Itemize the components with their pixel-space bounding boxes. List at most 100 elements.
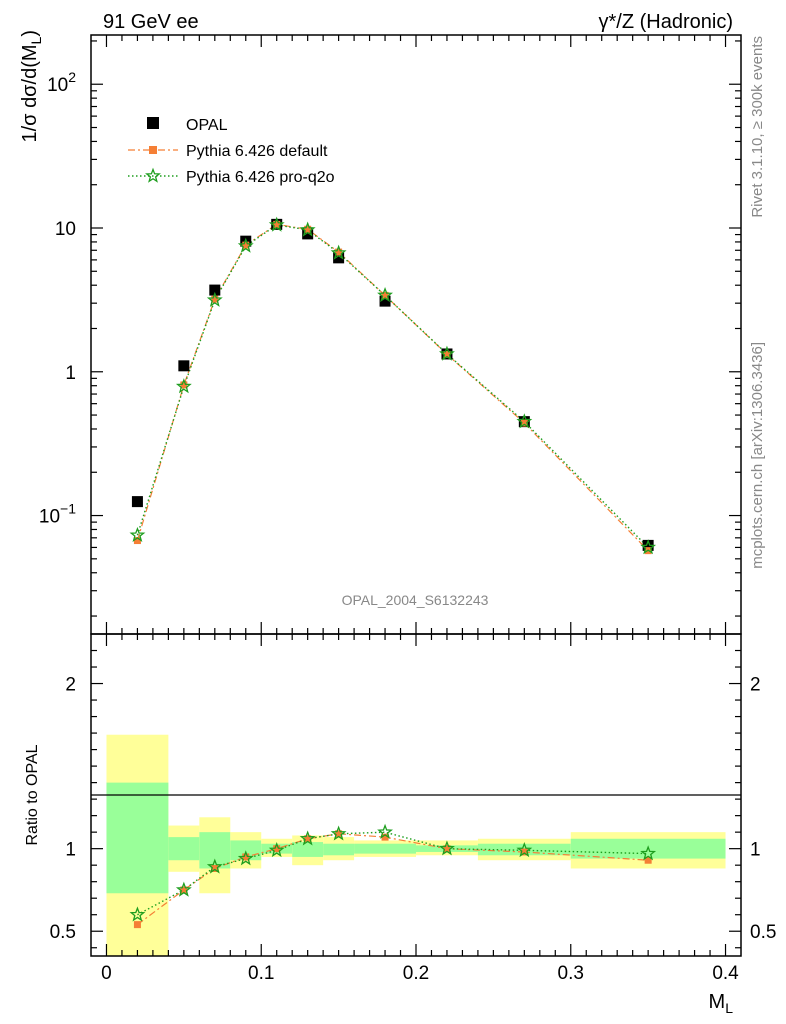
legend-marker-default — [149, 146, 157, 154]
legend-label-opal: OPAL — [186, 117, 228, 134]
legend-marker-proq2o — [145, 167, 161, 183]
main-point-s0-0 — [131, 496, 143, 508]
ratio-band-green-1 — [168, 837, 200, 861]
main-ytick-label-1: 1 — [65, 363, 76, 384]
side-label-top: Rivet 3.1.10, ≥ 300k events — [749, 36, 766, 218]
main-ylabel-text: 1/σ dσ/d(M — [19, 44, 41, 142]
main-point-s0-5 — [302, 228, 314, 240]
main-ytick-base-3: 10 — [47, 75, 68, 96]
header-left: 91 GeV ee — [103, 11, 199, 33]
ratio-point-s1-6 — [330, 825, 347, 841]
main-point-s0-10 — [642, 539, 654, 551]
main-point-s2-3 — [237, 237, 254, 253]
main-point-s2-6 — [330, 244, 347, 260]
ratio-point-s0-8 — [443, 845, 451, 853]
legend-label-proq2o: Pythia 6.426 pro-q2o — [186, 169, 335, 186]
watermark: OPAL_2004_S6132243 — [342, 592, 489, 608]
main-ytick-base-1: 1 — [65, 363, 76, 384]
main-point-s1-4 — [273, 220, 281, 228]
ratio-series-group — [129, 823, 657, 929]
main-ytick-base-0: 10 — [39, 507, 60, 528]
ratio-ytick-label-right-0: 0.5 — [750, 922, 776, 943]
ratio-point-s0-6 — [335, 830, 343, 838]
main-point-s1-2 — [211, 295, 219, 303]
main-series-group — [129, 216, 657, 555]
main-point-s2-9 — [516, 413, 533, 429]
ratio-point-s0-4 — [273, 845, 281, 853]
ratio-ytick-label-left-2: 2 — [65, 675, 76, 696]
main-point-s1-9 — [520, 419, 528, 427]
ratio-point-s1-1 — [175, 881, 192, 897]
ratio-xlabel: ML — [709, 991, 734, 1016]
ratio-xtick-label-0: 0 — [101, 963, 112, 984]
legend: OPAL Pythia 6.426 default Pythia 6.426 p… — [128, 117, 335, 186]
main-point-s1-0 — [133, 537, 141, 545]
main-point-s2-5 — [299, 221, 316, 237]
main-point-s2-2 — [206, 291, 223, 307]
main-point-s1-5 — [304, 225, 312, 233]
ratio-point-s1-7 — [377, 823, 393, 839]
ratio-point-s0-1 — [180, 886, 188, 894]
main-point-s1-1 — [180, 381, 188, 389]
main-point-s2-4 — [268, 216, 285, 232]
ratio-band-green-0 — [106, 782, 169, 894]
ratio-ytick-label-right-1: 1 — [750, 840, 761, 861]
side-label-bottom: mcplots.cern.ch [arXiv:1306.3436] — [749, 342, 766, 569]
ratio-point-s1-5 — [299, 830, 316, 846]
main-point-s2-1 — [175, 378, 192, 394]
main-point-s1-6 — [335, 248, 343, 256]
main-ytick-base-2: 10 — [55, 219, 76, 240]
main-point-s2-10 — [640, 539, 657, 555]
ratio-point-s0-9 — [520, 848, 528, 856]
ratio-band-green-2 — [199, 832, 231, 869]
main-ytick-exp-3: 2 — [68, 69, 76, 85]
main-point-s2-0 — [129, 526, 146, 542]
ratio-xlabel-sub: L — [725, 1000, 733, 1016]
main-point-s0-6 — [333, 252, 345, 264]
ratio-bands — [106, 734, 726, 956]
ratio-xtick-label-4: 0.4 — [712, 963, 739, 984]
ratio-band-green-6 — [323, 843, 355, 856]
main-point-s1-3 — [242, 241, 250, 249]
main-point-s0-7 — [379, 295, 391, 307]
ratio-xtick-label-3: 0.3 — [558, 963, 584, 984]
main-point-s0-1 — [178, 360, 190, 372]
ratio-xtick-label-1: 0.1 — [248, 963, 274, 984]
main-point-s0-2 — [209, 284, 221, 296]
ratio-point-s0-3 — [242, 853, 250, 861]
ratio-xtick-label-2: 0.2 — [403, 963, 429, 984]
ratio-point-s0-5 — [304, 835, 312, 843]
ratio-band-green-7 — [354, 843, 416, 854]
main-ytick-exp-0: −1 — [60, 501, 76, 517]
ratio-panel: 0.5 0.5 1 1 2 2 0 0.1 0.2 0.3 0.4 Ratio to OPAL ML — [24, 633, 776, 1016]
main-ytick-label-3: 102 — [47, 69, 76, 96]
ratio-point-s1-8 — [439, 840, 455, 856]
ratio-point-s1-9 — [516, 841, 533, 858]
ratio-ytick-label-right-2: 2 — [750, 675, 761, 696]
main-point-s2-8 — [439, 345, 455, 361]
main-line-1 — [136, 223, 649, 552]
main-ylabel: 1/σ dσ/d(ML) — [19, 30, 44, 143]
main-ytick-label-0: 10−1 — [39, 501, 76, 528]
main-ylabel-close: ) — [19, 30, 41, 37]
main-point-s1-7 — [381, 291, 389, 299]
ratio-point-s0-2 — [211, 864, 219, 872]
ratio-point-s1-4 — [268, 841, 285, 858]
ratio-point-s0-7 — [381, 833, 389, 841]
ratio-band-green-5 — [292, 842, 324, 857]
ratio-point-s1-3 — [237, 850, 254, 866]
ratio-ytick-label-left-1: 1 — [65, 840, 76, 861]
legend-label-default: Pythia 6.426 default — [186, 143, 328, 160]
main-ylabel-sub: L — [28, 36, 44, 44]
main-line-2 — [136, 224, 649, 548]
ratio-ticks: 0.5 0.5 1 1 2 2 0 0.1 0.2 0.3 0.4 — [50, 634, 776, 984]
ratio-ylabel: Ratio to OPAL — [24, 744, 41, 845]
ratio-point-s0-10 — [644, 856, 652, 864]
header-right: γ*/Z (Hadronic) — [599, 11, 733, 33]
ratio-point-s1-10 — [640, 845, 657, 861]
ratio-xlabel-text: M — [709, 991, 726, 1013]
ratio-point-s1-2 — [206, 858, 223, 874]
